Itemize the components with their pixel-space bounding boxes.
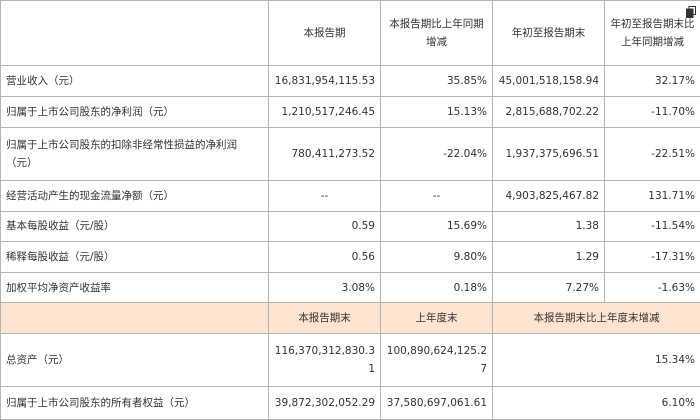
cell-value: -22.51% <box>604 126 700 181</box>
cell-value: 37,580,697,061.61 <box>380 386 493 420</box>
table-row: 经营活动产生的现金流量净额（元） -- -- 4,903,825,467.82 … <box>0 179 700 212</box>
cell-value: -- <box>380 179 493 212</box>
cell-value: -17.31% <box>604 241 700 273</box>
cell-value: 0.18% <box>380 271 493 304</box>
cell-value: -- <box>268 179 381 212</box>
cell-value: 100,890,624,125.27 <box>380 333 493 388</box>
cell-value: 1,210,517,246.45 <box>268 96 381 128</box>
cell-value: -11.70% <box>604 96 700 128</box>
table-row: 稀释每股收益（元/股） 0.56 9.80% 1.29 -17.31% <box>0 241 700 273</box>
cell-value: 39,872,302,052.29 <box>268 386 381 420</box>
cell-value: 4,903,825,467.82 <box>492 179 605 212</box>
subheader-blank-cell <box>0 302 269 335</box>
cell-value: 3.08% <box>268 271 381 304</box>
table-subheader-row: 本报告期末 上年度末 本报告期末比上年度末增减 <box>0 302 700 335</box>
cell-value: 2,815,688,702.22 <box>492 96 605 128</box>
cell-value: 0.59 <box>268 210 381 243</box>
cell-value: -11.54% <box>604 210 700 243</box>
table-row: 归属于上市公司股东的所有者权益（元） 39,872,302,052.29 37,… <box>0 386 700 420</box>
table-row: 加权平均净资产收益率 3.08% 0.18% 7.27% -1.63% <box>0 271 700 304</box>
cell-value: 6.10% <box>492 386 700 420</box>
row-label: 经营活动产生的现金流量净额（元） <box>0 179 269 212</box>
table-row: 基本每股收益（元/股） 0.59 15.69% 1.38 -11.54% <box>0 210 700 243</box>
cell-value: 15.69% <box>380 210 493 243</box>
table-row: 归属于上市公司股东的净利润（元） 1,210,517,246.45 15.13%… <box>0 96 700 128</box>
row-label: 加权平均净资产收益率 <box>0 271 269 304</box>
cell-value: 116,370,312,830.31 <box>268 333 381 388</box>
row-label: 总资产（元） <box>0 333 269 388</box>
cell-value: -22.04% <box>380 126 493 181</box>
row-label: 稀释每股收益（元/股） <box>0 241 269 273</box>
table-header-row: 本报告期 本报告期比上年同期增减 年初至报告期末 年初至报告期末比上年同期增减 <box>0 0 700 67</box>
row-label: 归属于上市公司股东的净利润（元） <box>0 96 269 128</box>
header-blank-cell <box>0 0 269 67</box>
header-ytd: 年初至报告期末 <box>492 0 605 67</box>
row-label: 归属于上市公司股东的所有者权益（元） <box>0 386 269 420</box>
table-row: 归属于上市公司股东的扣除非经常性损益的净利润（元） 780,411,273.52… <box>0 126 700 181</box>
cell-value: 0.56 <box>268 241 381 273</box>
cell-value: 9.80% <box>380 241 493 273</box>
cell-value: 45,001,518,158.94 <box>492 65 605 98</box>
subheader-prior-year-end: 上年度末 <box>380 302 493 335</box>
header-current-period-yoy: 本报告期比上年同期增减 <box>380 0 493 67</box>
cell-value: 35.85% <box>380 65 493 98</box>
subheader-change: 本报告期末比上年度末增减 <box>492 302 700 335</box>
cell-value: 7.27% <box>492 271 605 304</box>
header-ytd-yoy: 年初至报告期末比上年同期增减 <box>604 0 700 67</box>
cell-value: -1.63% <box>604 271 700 304</box>
cell-value: 16,831,954,115.53 <box>268 65 381 98</box>
table-row: 营业收入（元） 16,831,954,115.53 35.85% 45,001,… <box>0 65 700 98</box>
cell-value: 15.34% <box>492 333 700 388</box>
cell-value: 15.13% <box>380 96 493 128</box>
cell-value: 1.29 <box>492 241 605 273</box>
cell-value: 1.38 <box>492 210 605 243</box>
table-row: 总资产（元） 116,370,312,830.31 100,890,624,12… <box>0 333 700 388</box>
header-current-period: 本报告期 <box>268 0 381 67</box>
subheader-period-end: 本报告期末 <box>268 302 381 335</box>
row-label: 归属于上市公司股东的扣除非经常性损益的净利润（元） <box>0 126 269 181</box>
copy-icon[interactable] <box>686 6 696 18</box>
cell-value: 780,411,273.52 <box>268 126 381 181</box>
row-label: 基本每股收益（元/股） <box>0 210 269 243</box>
cell-value: 131.71% <box>604 179 700 212</box>
cell-value: 1,937,375,696.51 <box>492 126 605 181</box>
cell-value: 32.17% <box>604 65 700 98</box>
row-label: 营业收入（元） <box>0 65 269 98</box>
